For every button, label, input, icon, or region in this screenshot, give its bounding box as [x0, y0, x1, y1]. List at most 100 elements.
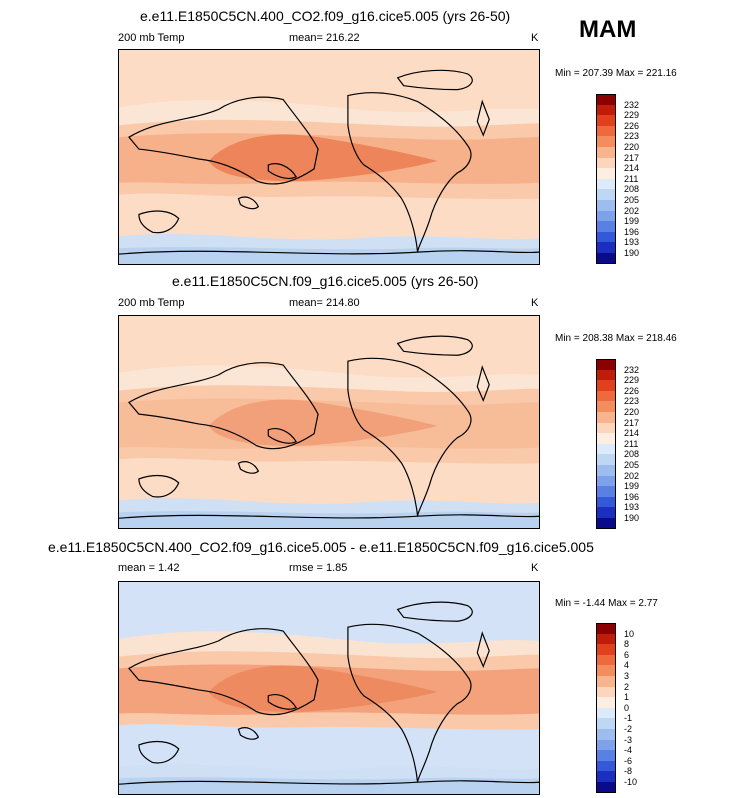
panel-3-minmax: Min = -1.44 Max = 2.77 — [555, 598, 658, 609]
coastlines — [119, 601, 539, 785]
coastline-antarctica — [119, 514, 539, 519]
coastline — [267, 163, 298, 179]
map-svg — [119, 50, 539, 264]
map-svg — [119, 316, 539, 528]
coastline — [237, 727, 260, 740]
colorbar-tick-label: 3 — [624, 671, 630, 681]
map-svg — [119, 582, 539, 794]
colorbar-tick-label: -3 — [624, 734, 633, 745]
colorbar-tick-label: -6 — [624, 755, 633, 766]
colorbar-tick-label: 190 — [624, 248, 640, 258]
coastline — [476, 99, 490, 137]
coastline — [128, 628, 319, 716]
colorbar-tick-label: 226 — [624, 385, 640, 396]
coastline — [267, 694, 298, 710]
colorbar-tick-label: 196 — [624, 226, 640, 237]
coastlines — [119, 69, 539, 255]
coastline — [476, 365, 490, 402]
colorbar-tick-label: 232 — [624, 99, 640, 110]
coastline — [347, 92, 472, 253]
colorbar-tick-label: -10 — [624, 777, 638, 787]
contour-fill-polar — [119, 247, 539, 264]
coastline — [347, 623, 472, 783]
colorbar-tick-label: 223 — [624, 396, 640, 407]
colorbar-tick-label: 8 — [624, 639, 630, 650]
colorbar-tick-label: 208 — [624, 449, 640, 460]
colorbar-tick-label: 199 — [624, 481, 640, 492]
panel-2-minmax: Min = 208.38 Max = 218.46 — [555, 333, 677, 344]
colorbar-tick-label: 10 — [624, 628, 635, 639]
panel-1-units: K — [531, 32, 539, 44]
colorbar-tick-label: 199 — [624, 216, 640, 227]
colorbar-frame — [596, 94, 616, 264]
panel-2-title: e.e11.E1850C5CN.f09_g16.cice5.005 (yrs 2… — [172, 273, 479, 289]
coastline — [396, 601, 473, 622]
colorbar-tick-label: -4 — [624, 745, 633, 756]
panel-2-variable-label: 200 mb Temp — [118, 297, 185, 309]
panel-2-map — [118, 315, 540, 529]
colorbar-tick-label: 229 — [624, 110, 640, 121]
colorbar-frame — [596, 623, 616, 793]
coastline — [237, 196, 260, 210]
colorbar-tick-label: 217 — [624, 152, 640, 163]
coastline — [267, 428, 298, 444]
coastline — [138, 210, 180, 234]
colorbar-tick-label: 208 — [624, 184, 640, 195]
panel-1-map — [118, 49, 540, 265]
panel-2-mean-label: mean= 214.80 — [289, 297, 360, 309]
colorbar-tick-label: 214 — [624, 428, 640, 439]
panel-1-mean-label: mean= 216.22 — [289, 32, 360, 44]
coastline — [396, 69, 473, 91]
panel-1-variable-label: 200 mb Temp — [118, 32, 185, 44]
contour-fill-core — [208, 665, 438, 712]
panel-1-title: e.e11.E1850C5CN.400_CO2.f09_g16.cice5.00… — [140, 8, 511, 24]
coastline — [128, 362, 319, 450]
coastline — [138, 740, 180, 764]
coastline — [347, 357, 472, 517]
panel-2-units: K — [531, 297, 539, 309]
panel-3-units: K — [531, 562, 539, 574]
panel-3-mean-label: mean = 1.42 — [118, 562, 180, 574]
colorbar-tick-label: 0 — [624, 702, 630, 713]
panel-3-title: e.e11.E1850C5CN.400_CO2.f09_g16.cice5.00… — [48, 539, 594, 555]
colorbar-tick-label: 190 — [624, 513, 640, 523]
colorbar-tick-label: -1 — [624, 713, 633, 724]
colorbar-tick-label: -2 — [624, 724, 633, 734]
colorbar-tick-label: 2 — [624, 681, 630, 692]
colorbar-tick-label: 205 — [624, 195, 640, 205]
colorbar-tick-label: 1 — [624, 692, 630, 703]
colorbar-tick-label: 202 — [624, 205, 640, 216]
colorbar-tick-label: 196 — [624, 491, 640, 502]
colorbar-tick-label: 229 — [624, 375, 640, 386]
colorbar-tick-label: 211 — [624, 173, 639, 184]
coastlines — [119, 335, 539, 519]
season-label: MAM — [579, 16, 637, 43]
colorbar-tick-label: 4 — [624, 660, 630, 671]
colorbar-tick-label: 223 — [624, 131, 640, 142]
colorbar-frame — [596, 359, 616, 529]
colorbar-tick-label: 232 — [624, 364, 640, 375]
contour-fill-core — [208, 134, 438, 182]
colorbar-tick-label: 220 — [624, 407, 640, 417]
colorbar-tick-label: 202 — [624, 470, 640, 481]
colorbar-tick-label: 193 — [624, 237, 640, 248]
coastline — [396, 335, 473, 356]
contour-fill-core — [208, 399, 438, 446]
colorbar-tick-label: 205 — [624, 460, 640, 470]
coastline — [237, 461, 260, 474]
contour-fill-polar — [119, 511, 539, 528]
coastline-antarctica — [119, 250, 539, 255]
colorbar-tick-label: 193 — [624, 502, 640, 513]
colorbar-tick-label: 214 — [624, 163, 640, 174]
coastline — [476, 631, 490, 668]
colorbar-tick-label: -8 — [624, 766, 633, 777]
colorbar-tick-label: 226 — [624, 120, 640, 131]
contour-fill-polar — [119, 777, 539, 794]
colorbar-tick-label: 6 — [624, 649, 630, 660]
colorbar-tick-label: 220 — [624, 142, 640, 152]
coastline — [128, 96, 319, 185]
coastline — [138, 474, 180, 498]
colorbar-tick-label: 211 — [624, 438, 639, 449]
coastline-antarctica — [119, 780, 539, 785]
panel-3-map — [118, 581, 540, 795]
